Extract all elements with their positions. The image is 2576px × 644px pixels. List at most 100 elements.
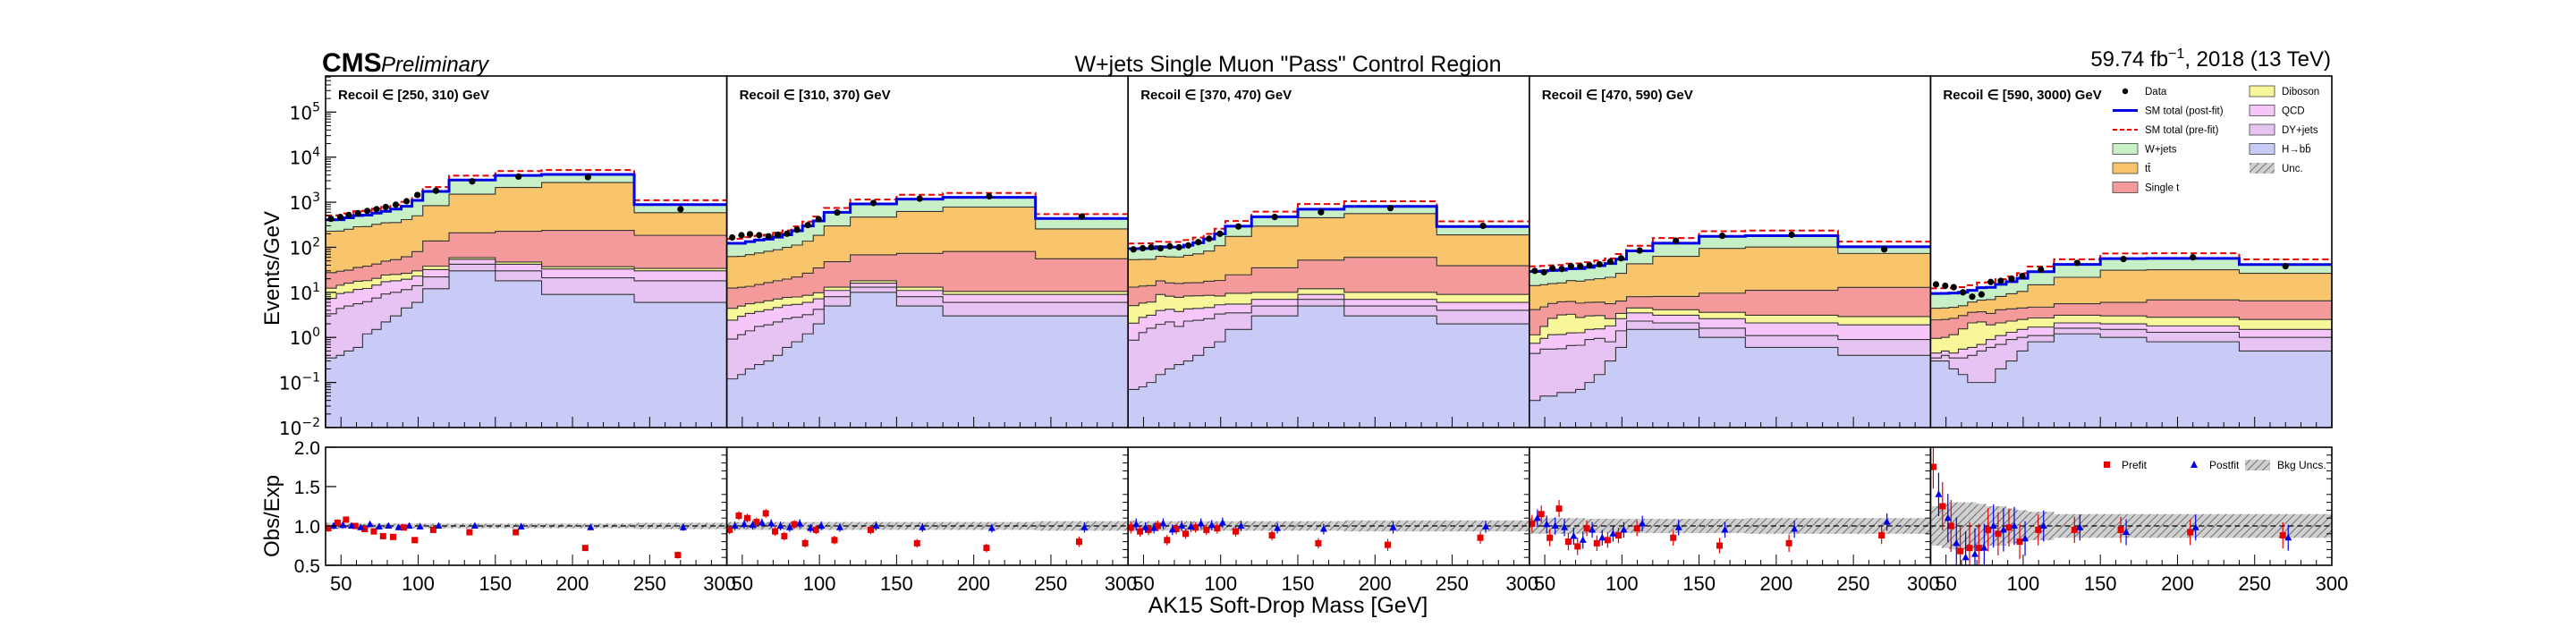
lumi-exponent: −1 — [2168, 47, 2184, 62]
data-point — [1540, 268, 1547, 275]
data-point — [2282, 263, 2289, 270]
bkg-unc-band — [1941, 504, 1950, 548]
prefit-ratio-point — [1385, 541, 1392, 548]
postfit-ratio-point — [1944, 513, 1952, 521]
data-point — [804, 222, 811, 229]
postfit-ratio-point — [375, 522, 383, 530]
postfit-ratio-point — [1543, 520, 1551, 528]
stack-hbb — [325, 270, 728, 428]
prefit-ratio-point — [2005, 524, 2012, 531]
postfit-ratio-point — [1953, 538, 1961, 547]
postfit-ratio-point — [2039, 521, 2047, 529]
legend-singlet-label: Single t — [2145, 183, 2180, 194]
data-point — [382, 203, 389, 211]
legend-dyjets-swatch — [2249, 123, 2275, 136]
legend-postfit-ratio-label: Postfit — [2209, 459, 2240, 471]
prefit-ratio-point — [1075, 538, 1082, 546]
panel-5: Recoil ∈ [590, 3000) GeV — [1929, 75, 2333, 428]
prefit-ratio-point — [913, 539, 920, 547]
data-point — [1673, 237, 1680, 244]
legend-wjets-swatch — [2112, 143, 2139, 155]
data-point — [1195, 239, 1202, 246]
data-point — [1139, 244, 1147, 252]
data-point — [414, 191, 421, 199]
postfit-ratio-point — [339, 521, 347, 529]
prefit-ratio-point — [1574, 543, 1581, 550]
ratio-tick-label: 1.5 — [294, 478, 320, 498]
prefit-ratio-point — [1137, 528, 1144, 535]
ratio-panel-5: 50 100 150 200 250 300 — [1929, 446, 2348, 595]
bkg-unc-band — [754, 521, 765, 530]
ratio-frame — [725, 446, 1129, 566]
postfit-ratio-point — [1080, 523, 1089, 530]
bkg-unc-band — [1556, 518, 1567, 534]
postfit-ratio-point — [1570, 531, 1578, 539]
ratio-panel-2: 50 100 150 200 250 300 — [725, 446, 1138, 595]
postfit-ratio-point — [1132, 520, 1140, 528]
prefit-ratio-point — [1975, 545, 1982, 552]
postfit-ratio-point — [385, 521, 393, 529]
prefit-ratio-point — [743, 514, 750, 521]
data-point — [1206, 235, 1213, 242]
stack-hbb — [726, 292, 1129, 428]
legend-hbb-label: H→bb̄ — [2282, 144, 2311, 156]
bkg-unc-band — [1594, 519, 1606, 533]
data-point — [1567, 263, 1574, 270]
data-point — [1881, 246, 1888, 253]
prefit-ratio-point — [812, 526, 819, 533]
postfit-ratio-point — [1999, 525, 2007, 533]
x-tick-label: 250 — [1837, 572, 1870, 595]
postfit-ratio-point — [2021, 534, 2029, 542]
prefit-ratio-point — [352, 522, 359, 530]
prefit-ratio-point — [1614, 532, 1622, 539]
prefit-ratio-point — [325, 525, 332, 532]
x-tick-label: 150 — [479, 572, 512, 595]
data-point — [402, 198, 411, 205]
prefit-ratio-point — [1670, 534, 1677, 541]
prefit-total-line — [1128, 199, 1530, 245]
data-point — [1549, 265, 1556, 272]
prefit-ratio-point — [466, 529, 473, 536]
data-point — [1586, 261, 1593, 269]
x-tick-label: 150 — [1282, 572, 1315, 595]
postfit-ratio-point — [1620, 525, 1628, 533]
data-point — [345, 211, 352, 218]
data-point — [784, 230, 791, 237]
data-point — [1718, 232, 1726, 240]
data-point — [1788, 231, 1795, 239]
data-point — [1271, 213, 1278, 221]
postfit-ratio-point — [740, 520, 748, 528]
postfit-ratio-point — [1579, 536, 1587, 543]
data-point — [1318, 208, 1325, 216]
legend-data-label: Data — [2145, 87, 2167, 97]
chart-title: W+jets Single Muon "Pass" Control Region — [1074, 52, 1501, 77]
x-tick-label: 250 — [1436, 572, 1469, 595]
prefit-ratio-point — [2035, 526, 2042, 533]
prefit-ratio-point — [379, 532, 386, 539]
postfit-ratio-point — [416, 522, 424, 530]
preliminary-label: Preliminary — [381, 53, 490, 77]
lumi-value: 59.74 fb — [2090, 47, 2168, 72]
data-point — [1184, 242, 1192, 249]
legend-wjets-label: W+jets — [2145, 145, 2177, 156]
bkg-unc-band — [1183, 521, 1193, 531]
data-point — [746, 231, 754, 238]
y-tick-label: 10−2 — [279, 416, 320, 439]
prefit-ratio-point — [781, 532, 788, 539]
data-point — [1617, 255, 1625, 262]
data-point — [916, 195, 923, 202]
postfit-ratio-point — [835, 523, 843, 530]
legend-prefit-marker — [2104, 462, 2110, 468]
y-tick-label: 102 — [290, 235, 320, 258]
bkg-unc-band — [1139, 521, 1147, 531]
prefit-ratio-point — [735, 513, 742, 520]
data-point — [1969, 293, 1976, 301]
data-point — [1216, 230, 1224, 237]
prefit-ratio-point — [581, 545, 589, 552]
prefit-ratio-point — [2279, 532, 2286, 539]
legend-prefit-ratio-label: Prefit — [2122, 459, 2148, 471]
data-point — [1234, 223, 1242, 230]
y-axis-label-top: Events/GeV — [260, 211, 284, 326]
legend-unc-label: Unc. — [2282, 164, 2303, 174]
prefit-ratio-point — [390, 533, 397, 540]
